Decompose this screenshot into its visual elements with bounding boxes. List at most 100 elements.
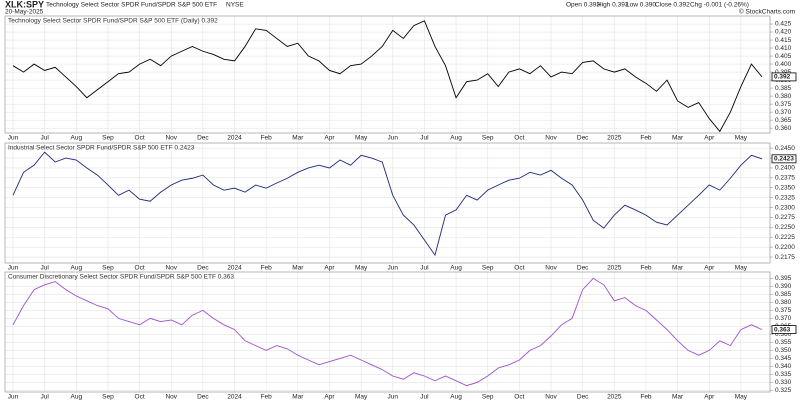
- y-tick-label: 0.340: [775, 363, 792, 370]
- y-tick-label: 0.415: [775, 37, 792, 44]
- x-tick-label: Apr: [704, 394, 715, 400]
- x-tick-label: Dec: [577, 265, 589, 272]
- panel-frame: [4, 271, 771, 393]
- x-tick-label: Nov: [165, 394, 177, 400]
- y-tick-label: 0.325: [775, 387, 792, 394]
- y-tick-label: 0.360: [775, 125, 792, 132]
- price-line: [12, 20, 763, 133]
- last-value-box: [771, 154, 797, 164]
- y-tick-label: 0.385: [775, 291, 792, 298]
- last-value-label: 0.2423: [774, 156, 794, 163]
- x-tick-label: Jun: [8, 265, 19, 272]
- exchange: NYSE: [226, 2, 244, 9]
- x-tick-label: Jun: [8, 135, 19, 142]
- panel: [5, 272, 770, 392]
- y-tick-label: 0.2250: [775, 224, 795, 231]
- x-tick-label: Jun: [388, 394, 399, 400]
- x-tick-label: Feb: [261, 135, 273, 142]
- x-tick-label: Mar: [672, 394, 684, 400]
- quote-item: Low 0.390: [626, 2, 656, 9]
- x-tick-label: May: [735, 135, 748, 142]
- panel: [5, 143, 770, 263]
- y-tick-label: 0.355: [775, 339, 792, 346]
- x-tick-label: May: [355, 135, 368, 142]
- price-line: [12, 277, 763, 387]
- x-tick-label: Oct: [514, 265, 524, 272]
- x-tick-label: Oct: [135, 135, 145, 142]
- x-tick-label: May: [735, 394, 748, 400]
- y-tick-label: 0.2300: [775, 204, 795, 211]
- x-tick-label: Nov: [545, 394, 557, 400]
- x-tick-label: Jul: [40, 265, 49, 272]
- x-tick-label: May: [355, 394, 368, 400]
- y-tick-label: 0.375: [775, 307, 792, 314]
- x-tick-label: Jun: [388, 265, 399, 272]
- x-tick-label: 2025: [607, 265, 622, 272]
- x-tick-label: 2024: [227, 135, 242, 142]
- panel-title: Consumer Discretionary Select Sector SPD…: [8, 274, 234, 281]
- y-tick-label: 0.335: [775, 371, 792, 378]
- panel-frame: [4, 15, 771, 134]
- x-tick-label: Aug: [450, 265, 462, 272]
- x-tick-label: 2024: [227, 394, 242, 400]
- x-tick-label: May: [355, 265, 368, 272]
- x-tick-label: 2024: [227, 265, 242, 272]
- x-tick-label: Mar: [292, 265, 304, 272]
- x-tick-label: Sep: [102, 394, 114, 400]
- y-tick-label: 0.370: [775, 315, 792, 322]
- x-tick-label: Apr: [324, 265, 335, 272]
- last-value-label: 0.363: [774, 326, 791, 333]
- x-tick-label: Nov: [545, 265, 557, 272]
- y-tick-label: 0.360: [775, 331, 792, 338]
- panel-title: Industrial Select Sector SPDR Fund/SPDR …: [8, 145, 195, 152]
- x-tick-label: Mar: [672, 135, 684, 142]
- x-tick-label: Dec: [197, 135, 209, 142]
- y-tick-label: 0.410: [775, 45, 792, 52]
- last-value-box: [771, 325, 797, 335]
- y-tick-label: 0.2375: [775, 175, 795, 182]
- x-tick-label: Nov: [545, 135, 557, 142]
- x-tick-label: Nov: [165, 265, 177, 272]
- y-tick-label: 0.2400: [775, 165, 795, 172]
- y-tick-label: 0.2350: [775, 184, 795, 191]
- x-tick-label: Oct: [514, 394, 524, 400]
- x-tick-label: Sep: [102, 265, 114, 272]
- y-tick-label: 0.420: [775, 29, 792, 36]
- x-tick-label: Jul: [40, 394, 49, 400]
- y-tick-label: 0.370: [775, 109, 792, 116]
- y-tick-label: 0.2325: [775, 194, 795, 201]
- x-tick-label: Mar: [292, 135, 304, 142]
- y-tick-label: 0.375: [775, 101, 792, 108]
- y-tick-label: 0.425: [775, 21, 792, 28]
- x-tick-label: Feb: [640, 135, 652, 142]
- y-tick-label: 0.405: [775, 53, 792, 60]
- x-tick-label: 2025: [607, 394, 622, 400]
- x-tick-label: Dec: [197, 265, 209, 272]
- y-tick-label: 0.365: [775, 117, 792, 124]
- x-tick-label: Aug: [71, 265, 83, 272]
- x-tick-label: Dec: [577, 394, 589, 400]
- x-tick-label: Jun: [388, 135, 399, 142]
- credit: © StockCharts.com: [739, 8, 795, 16]
- quote-item: High 0.393: [597, 2, 629, 9]
- last-value-label: 0.392: [774, 74, 791, 81]
- symbol: XLK:SPY: [5, 0, 44, 9]
- y-tick-label: 0.2200: [775, 244, 795, 251]
- y-tick-label: 0.330: [775, 379, 792, 386]
- y-tick-label: 0.2225: [775, 234, 795, 241]
- x-tick-label: Sep: [482, 265, 494, 272]
- x-tick-label: Feb: [640, 265, 652, 272]
- y-tick-label: 0.380: [775, 299, 792, 306]
- y-tick-label: 0.345: [775, 355, 792, 362]
- quote-item: Close 0.392: [655, 2, 690, 9]
- x-tick-label: Jul: [420, 394, 429, 400]
- x-tick-label: Aug: [71, 394, 83, 400]
- y-tick-label: 0.2275: [775, 214, 795, 221]
- x-tick-label: May: [735, 265, 748, 272]
- x-tick-label: Mar: [672, 265, 684, 272]
- price-line: [12, 151, 763, 257]
- x-tick-label: Sep: [482, 394, 494, 400]
- x-tick-label: Oct: [135, 394, 145, 400]
- x-tick-label: Jul: [40, 135, 49, 142]
